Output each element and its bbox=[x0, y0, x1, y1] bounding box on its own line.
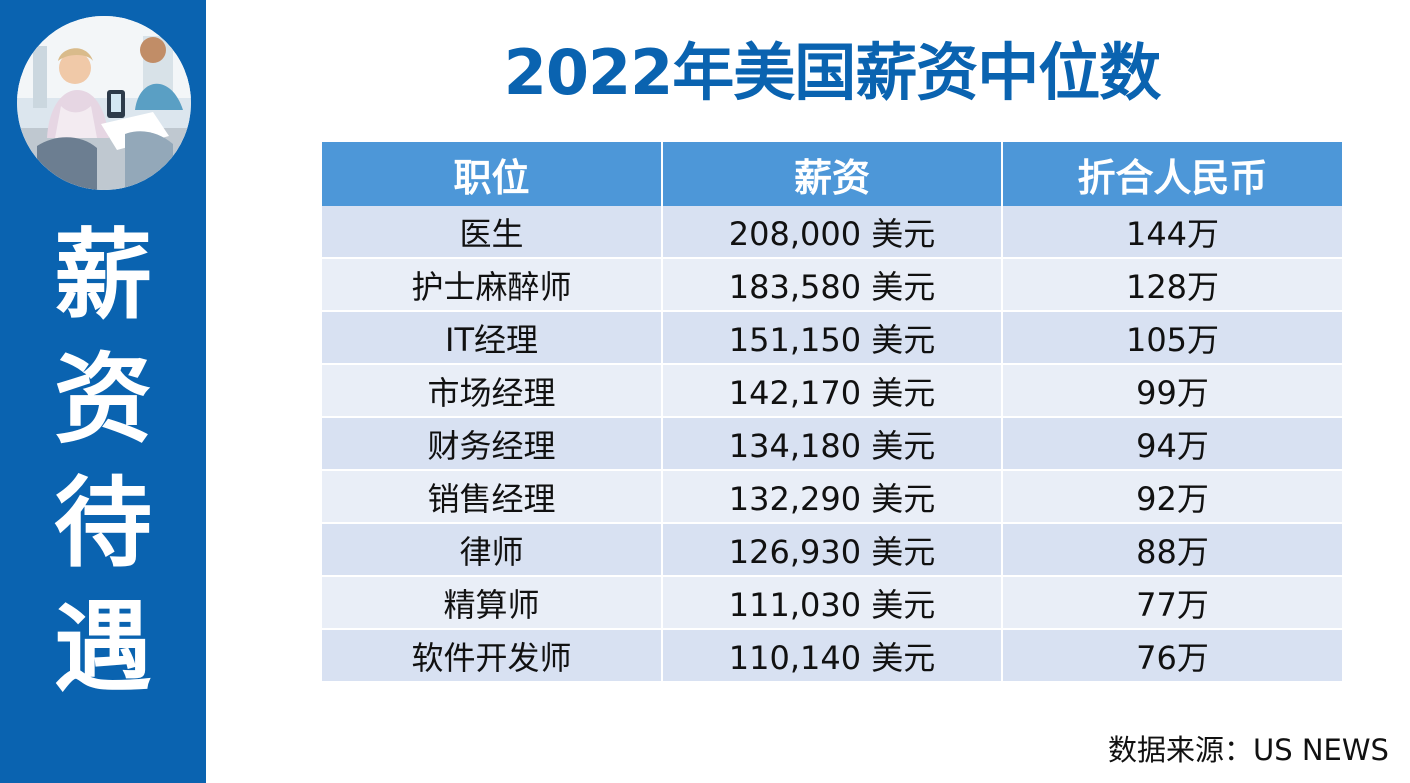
salary-cell: 134,180 美元 bbox=[662, 417, 1003, 471]
position-cell: 律师 bbox=[322, 523, 663, 577]
table-row: 律师 126,930 美元 88万 bbox=[322, 523, 1342, 577]
salary-cell: 126,930 美元 bbox=[662, 523, 1003, 577]
sidebar-title-char: 资 bbox=[53, 343, 152, 457]
table-row: 医生 208,000 美元 144万 bbox=[322, 206, 1342, 259]
salary-cell: 151,150 美元 bbox=[662, 311, 1003, 365]
office-photo-illustration bbox=[17, 16, 191, 190]
business-meeting-photo bbox=[17, 16, 191, 190]
rmb-cell: 92万 bbox=[1002, 470, 1342, 524]
position-cell: 护士麻醉师 bbox=[322, 258, 663, 312]
rmb-cell: 99万 bbox=[1002, 364, 1342, 418]
salary-cell: 132,290 美元 bbox=[662, 470, 1003, 524]
salary-table: 职位 薪资 折合人民币 医生 208,000 美元 144万 护士麻醉师 183… bbox=[322, 142, 1342, 683]
position-cell: IT经理 bbox=[322, 311, 663, 365]
table-row: IT经理 151,150 美元 105万 bbox=[322, 311, 1342, 365]
position-cell: 医生 bbox=[322, 206, 663, 259]
rmb-cell: 88万 bbox=[1002, 523, 1342, 577]
table-header-row: 职位 薪资 折合人民币 bbox=[322, 142, 1342, 206]
salary-cell: 110,140 美元 bbox=[662, 629, 1003, 683]
position-cell: 销售经理 bbox=[322, 470, 663, 524]
data-source-note: 数据来源：US NEWS bbox=[1108, 733, 1389, 767]
sidebar-title-char: 待 bbox=[53, 467, 152, 581]
salary-cell: 111,030 美元 bbox=[662, 576, 1003, 630]
position-cell: 财务经理 bbox=[322, 417, 663, 471]
salary-cell: 183,580 美元 bbox=[662, 258, 1003, 312]
table-row: 精算师 111,030 美元 77万 bbox=[322, 576, 1342, 630]
header-rmb: 折合人民币 bbox=[1002, 142, 1342, 206]
sidebar: 薪 资 待 遇 bbox=[0, 0, 206, 783]
sidebar-title: 薪 资 待 遇 bbox=[0, 214, 206, 710]
position-cell: 软件开发师 bbox=[322, 629, 663, 683]
rmb-cell: 105万 bbox=[1002, 311, 1342, 365]
sidebar-title-char: 薪 bbox=[53, 219, 152, 333]
rmb-cell: 128万 bbox=[1002, 258, 1342, 312]
header-salary: 薪资 bbox=[662, 142, 1003, 206]
table-row: 市场经理 142,170 美元 99万 bbox=[322, 364, 1342, 418]
rmb-cell: 77万 bbox=[1002, 576, 1342, 630]
header-position: 职位 bbox=[322, 142, 663, 206]
table-row: 销售经理 132,290 美元 92万 bbox=[322, 470, 1342, 524]
rmb-cell: 76万 bbox=[1002, 629, 1342, 683]
table-row: 护士麻醉师 183,580 美元 128万 bbox=[322, 258, 1342, 312]
salary-cell: 208,000 美元 bbox=[662, 206, 1003, 259]
position-cell: 精算师 bbox=[322, 576, 663, 630]
table-row: 软件开发师 110,140 美元 76万 bbox=[322, 629, 1342, 683]
table-row: 财务经理 134,180 美元 94万 bbox=[322, 417, 1342, 471]
rmb-cell: 94万 bbox=[1002, 417, 1342, 471]
rmb-cell: 144万 bbox=[1002, 206, 1342, 259]
salary-cell: 142,170 美元 bbox=[662, 364, 1003, 418]
page-title: 2022年美国薪资中位数 bbox=[503, 36, 1162, 109]
position-cell: 市场经理 bbox=[322, 364, 663, 418]
sidebar-title-char: 遇 bbox=[53, 591, 152, 705]
